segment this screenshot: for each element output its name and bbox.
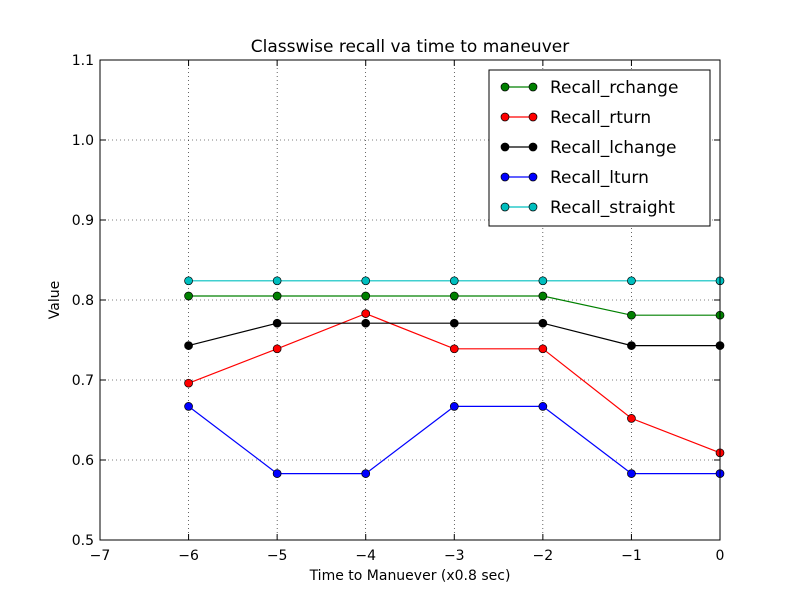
- legend-label: Recall_straight: [550, 198, 675, 218]
- series-line: [188, 312, 721, 454]
- data-point: [272, 291, 282, 301]
- data-point: [538, 402, 548, 411]
- series-recall-rturn: [184, 309, 725, 458]
- data-point: [538, 291, 548, 301]
- legend-marker: [528, 112, 538, 122]
- data-point: [184, 341, 193, 350]
- data-point: [627, 341, 636, 350]
- legend-marker: [528, 82, 538, 92]
- data-point: [361, 276, 371, 286]
- y-tick-label: 0.5: [72, 533, 94, 549]
- x-tick-label: −4: [355, 548, 376, 564]
- data-point: [184, 276, 193, 286]
- legend-label: Recall_lturn: [550, 168, 649, 188]
- data-point: [538, 344, 548, 354]
- legend-marker: [528, 172, 538, 182]
- y-tick-label: 1.1: [72, 53, 94, 69]
- data-point: [449, 291, 459, 301]
- x-tick-label: −7: [90, 548, 111, 564]
- data-point: [538, 318, 548, 328]
- legend-marker: [500, 172, 510, 182]
- y-tick-label: 0.7: [72, 373, 94, 389]
- legend-marker: [500, 82, 510, 92]
- x-tick-label: −2: [533, 548, 554, 564]
- data-point: [449, 318, 459, 328]
- x-tick-label: −6: [178, 548, 199, 564]
- y-tick-label: 0.6: [72, 453, 94, 469]
- x-tick-label: 0: [716, 548, 725, 564]
- series-recall-rchange: [184, 291, 725, 320]
- legend-marker: [500, 142, 510, 152]
- y-tick-label: 0.9: [72, 213, 94, 229]
- data-point: [627, 276, 636, 286]
- x-tick-label: −5: [267, 548, 288, 564]
- legend-marker: [528, 142, 538, 152]
- legend-box: [488, 69, 711, 227]
- data-point: [361, 291, 371, 301]
- legend-entry: Recall_rturn: [500, 108, 651, 128]
- data-point: [272, 469, 282, 478]
- legend-label: Recall_rchange: [550, 78, 678, 98]
- data-point: [184, 291, 193, 301]
- legend-entry: Recall_rchange: [500, 78, 678, 98]
- legend-marker: [500, 112, 510, 122]
- legend: Recall_rchange Recall_rturn Recall_lchange…: [488, 69, 711, 227]
- series-recall-lturn: [184, 402, 725, 478]
- x-tick-label: −1: [621, 548, 642, 564]
- legend-label: Recall_rturn: [550, 108, 651, 128]
- data-point: [449, 344, 459, 354]
- legend-entry: Recall_lturn: [500, 168, 649, 188]
- data-point: [361, 469, 371, 478]
- data-point: [627, 469, 636, 478]
- x-axis-label: Time to Manuever (x0.8 sec): [309, 568, 511, 584]
- legend-marker: [500, 202, 510, 212]
- data-point: [184, 378, 193, 388]
- data-point: [449, 402, 459, 411]
- data-point: [272, 344, 282, 354]
- legend-entry: Recall_straight: [500, 198, 675, 218]
- data-point: [627, 414, 636, 423]
- legend-marker: [528, 202, 538, 212]
- data-point: [449, 276, 459, 286]
- x-tick-label: −3: [444, 548, 465, 564]
- data-point: [272, 318, 282, 328]
- legend-label: Recall_lchange: [550, 138, 677, 158]
- chart-title: Classwise recall va time to maneuver: [251, 37, 569, 57]
- series-layer: [184, 276, 725, 478]
- y-tick-label: 1.0: [72, 133, 94, 149]
- ticks: −7 −6 −5 −4 −3 −2 −1 0 0.5 0.6 0.7 0.8 0.9 1.0 1.1: [72, 53, 725, 564]
- data-point: [272, 276, 282, 286]
- y-axis-label: Value: [47, 281, 63, 319]
- y-tick-label: 0.8: [72, 293, 94, 309]
- data-point: [361, 309, 371, 318]
- legend-entry: Recall_lchange: [500, 138, 677, 158]
- data-point: [627, 310, 636, 320]
- data-point: [538, 276, 548, 286]
- series-recall-straight: [184, 276, 725, 286]
- data-point: [361, 318, 371, 328]
- data-point: [184, 402, 193, 411]
